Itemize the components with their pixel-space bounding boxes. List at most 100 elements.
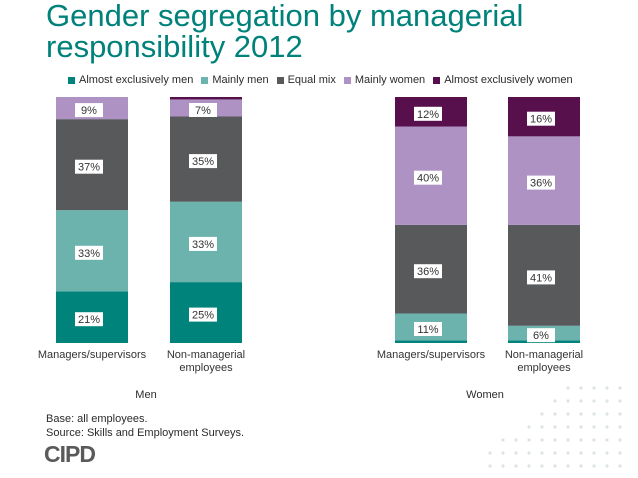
decor-dot: [618, 438, 622, 442]
decor-dot: [592, 438, 596, 442]
legend-swatch: [343, 76, 351, 84]
decor-dot: [592, 386, 596, 390]
decor-dot: [488, 464, 492, 468]
decor-dot: [488, 451, 492, 455]
footnote-source: Source: Skills and Employment Surveys.: [46, 427, 245, 439]
decor-dot: [618, 386, 622, 390]
decor-dot: [540, 412, 544, 416]
data-label: 11%: [417, 324, 438, 336]
decor-dot: [553, 438, 557, 442]
data-label: 33%: [78, 248, 100, 260]
data-label: 37%: [78, 162, 100, 174]
decor-dot: [579, 464, 583, 468]
decor-dot: [527, 425, 531, 429]
decor-dot: [605, 386, 609, 390]
decor-dot: [579, 386, 583, 390]
data-label: 35%: [192, 156, 214, 168]
data-label-box: [414, 264, 442, 279]
decorative-dot-pattern: [488, 386, 622, 468]
decor-dot: [592, 451, 596, 455]
data-label-box: [189, 154, 217, 169]
data-label: 25%: [192, 310, 214, 322]
data-label-box: [75, 103, 103, 118]
data-label-box: [189, 103, 217, 117]
x-tick-label: Non-managerial employees: [167, 349, 245, 374]
bar-segment-almost-exclusively-men: [395, 340, 467, 343]
data-label: 36%: [417, 266, 439, 278]
data-label-box: [414, 322, 442, 336]
bar-segment-almost-exclusively-women: [170, 97, 242, 100]
decor-dot: [618, 412, 622, 416]
legend-swatch: [201, 76, 209, 84]
decor-dot: [527, 464, 531, 468]
decor-dot: [605, 451, 609, 455]
data-label: 41%: [530, 272, 552, 284]
decor-dot: [501, 451, 505, 455]
decor-dot: [553, 412, 557, 416]
decor-dot: [592, 425, 596, 429]
legend: Almost exclusively men Mainly men Equal …: [68, 73, 581, 87]
chart-title: Gender segregation by managerial respons…: [46, 0, 524, 64]
decor-dot: [579, 425, 583, 429]
legend-label: Mainly women: [354, 74, 426, 86]
data-label: 9%: [81, 105, 97, 117]
decor-dot: [592, 412, 596, 416]
x-tick-label: Managers/supervisors: [377, 349, 486, 361]
decor-dot: [501, 464, 505, 468]
data-label-box: [527, 328, 555, 343]
legend-item-mainly-men: Mainly men: [201, 74, 269, 86]
legend-swatch: [433, 76, 441, 84]
group-label-women: Women: [466, 389, 504, 401]
decor-dot: [566, 386, 570, 390]
decor-dot: [527, 451, 531, 455]
decor-dot: [540, 451, 544, 455]
decor-dot: [605, 425, 609, 429]
decor-dot: [618, 464, 622, 468]
data-label: 7%: [195, 105, 211, 117]
decor-dot: [592, 464, 596, 468]
decor-dot: [566, 464, 570, 468]
decor-dot: [579, 412, 583, 416]
x-tick-label: Non-managerial employees: [505, 349, 583, 374]
data-label: 6%: [533, 330, 549, 342]
data-label: 36%: [530, 178, 552, 190]
data-label-box: [75, 245, 103, 260]
decor-dot: [605, 438, 609, 442]
data-label: 33%: [192, 239, 214, 251]
data-label-box: [527, 175, 555, 190]
decor-dot: [605, 412, 609, 416]
legend-label: Equal mix: [287, 74, 336, 86]
data-label-box: [75, 312, 103, 327]
decor-dot: [618, 425, 622, 429]
legend-label: Almost exclusively men: [79, 74, 194, 86]
decor-dot: [579, 451, 583, 455]
legend-swatch: [68, 76, 75, 84]
legend-item-almost-exclusively-women: Almost exclusively women: [433, 74, 573, 86]
data-label-box: [414, 106, 442, 121]
decor-dot: [553, 399, 557, 403]
decor-dot: [605, 464, 609, 468]
decor-dot: [514, 451, 518, 455]
legend-label: Almost exclusively women: [444, 74, 573, 86]
decor-dot: [540, 438, 544, 442]
decor-dot: [553, 464, 557, 468]
decor-dot: [514, 464, 518, 468]
data-label: 16%: [530, 114, 552, 126]
legend-item-equal-mix: Equal mix: [276, 74, 336, 86]
decor-dot: [540, 464, 544, 468]
decor-dot: [618, 399, 622, 403]
decor-dot: [540, 425, 544, 429]
legend-swatch: [276, 76, 284, 84]
decor-dot: [566, 438, 570, 442]
decor-dot: [605, 399, 609, 403]
decor-dot: [579, 438, 583, 442]
footnote-base: Base: all employees.: [46, 413, 148, 425]
data-label: 21%: [78, 314, 100, 326]
data-label-box: [527, 270, 555, 285]
legend-item-almost-exclusively-men: Almost exclusively men: [68, 74, 193, 86]
decor-dot: [553, 425, 557, 429]
data-label-box: [75, 159, 103, 174]
cipd-logo: CIPD: [44, 441, 96, 467]
decor-dot: [553, 451, 557, 455]
